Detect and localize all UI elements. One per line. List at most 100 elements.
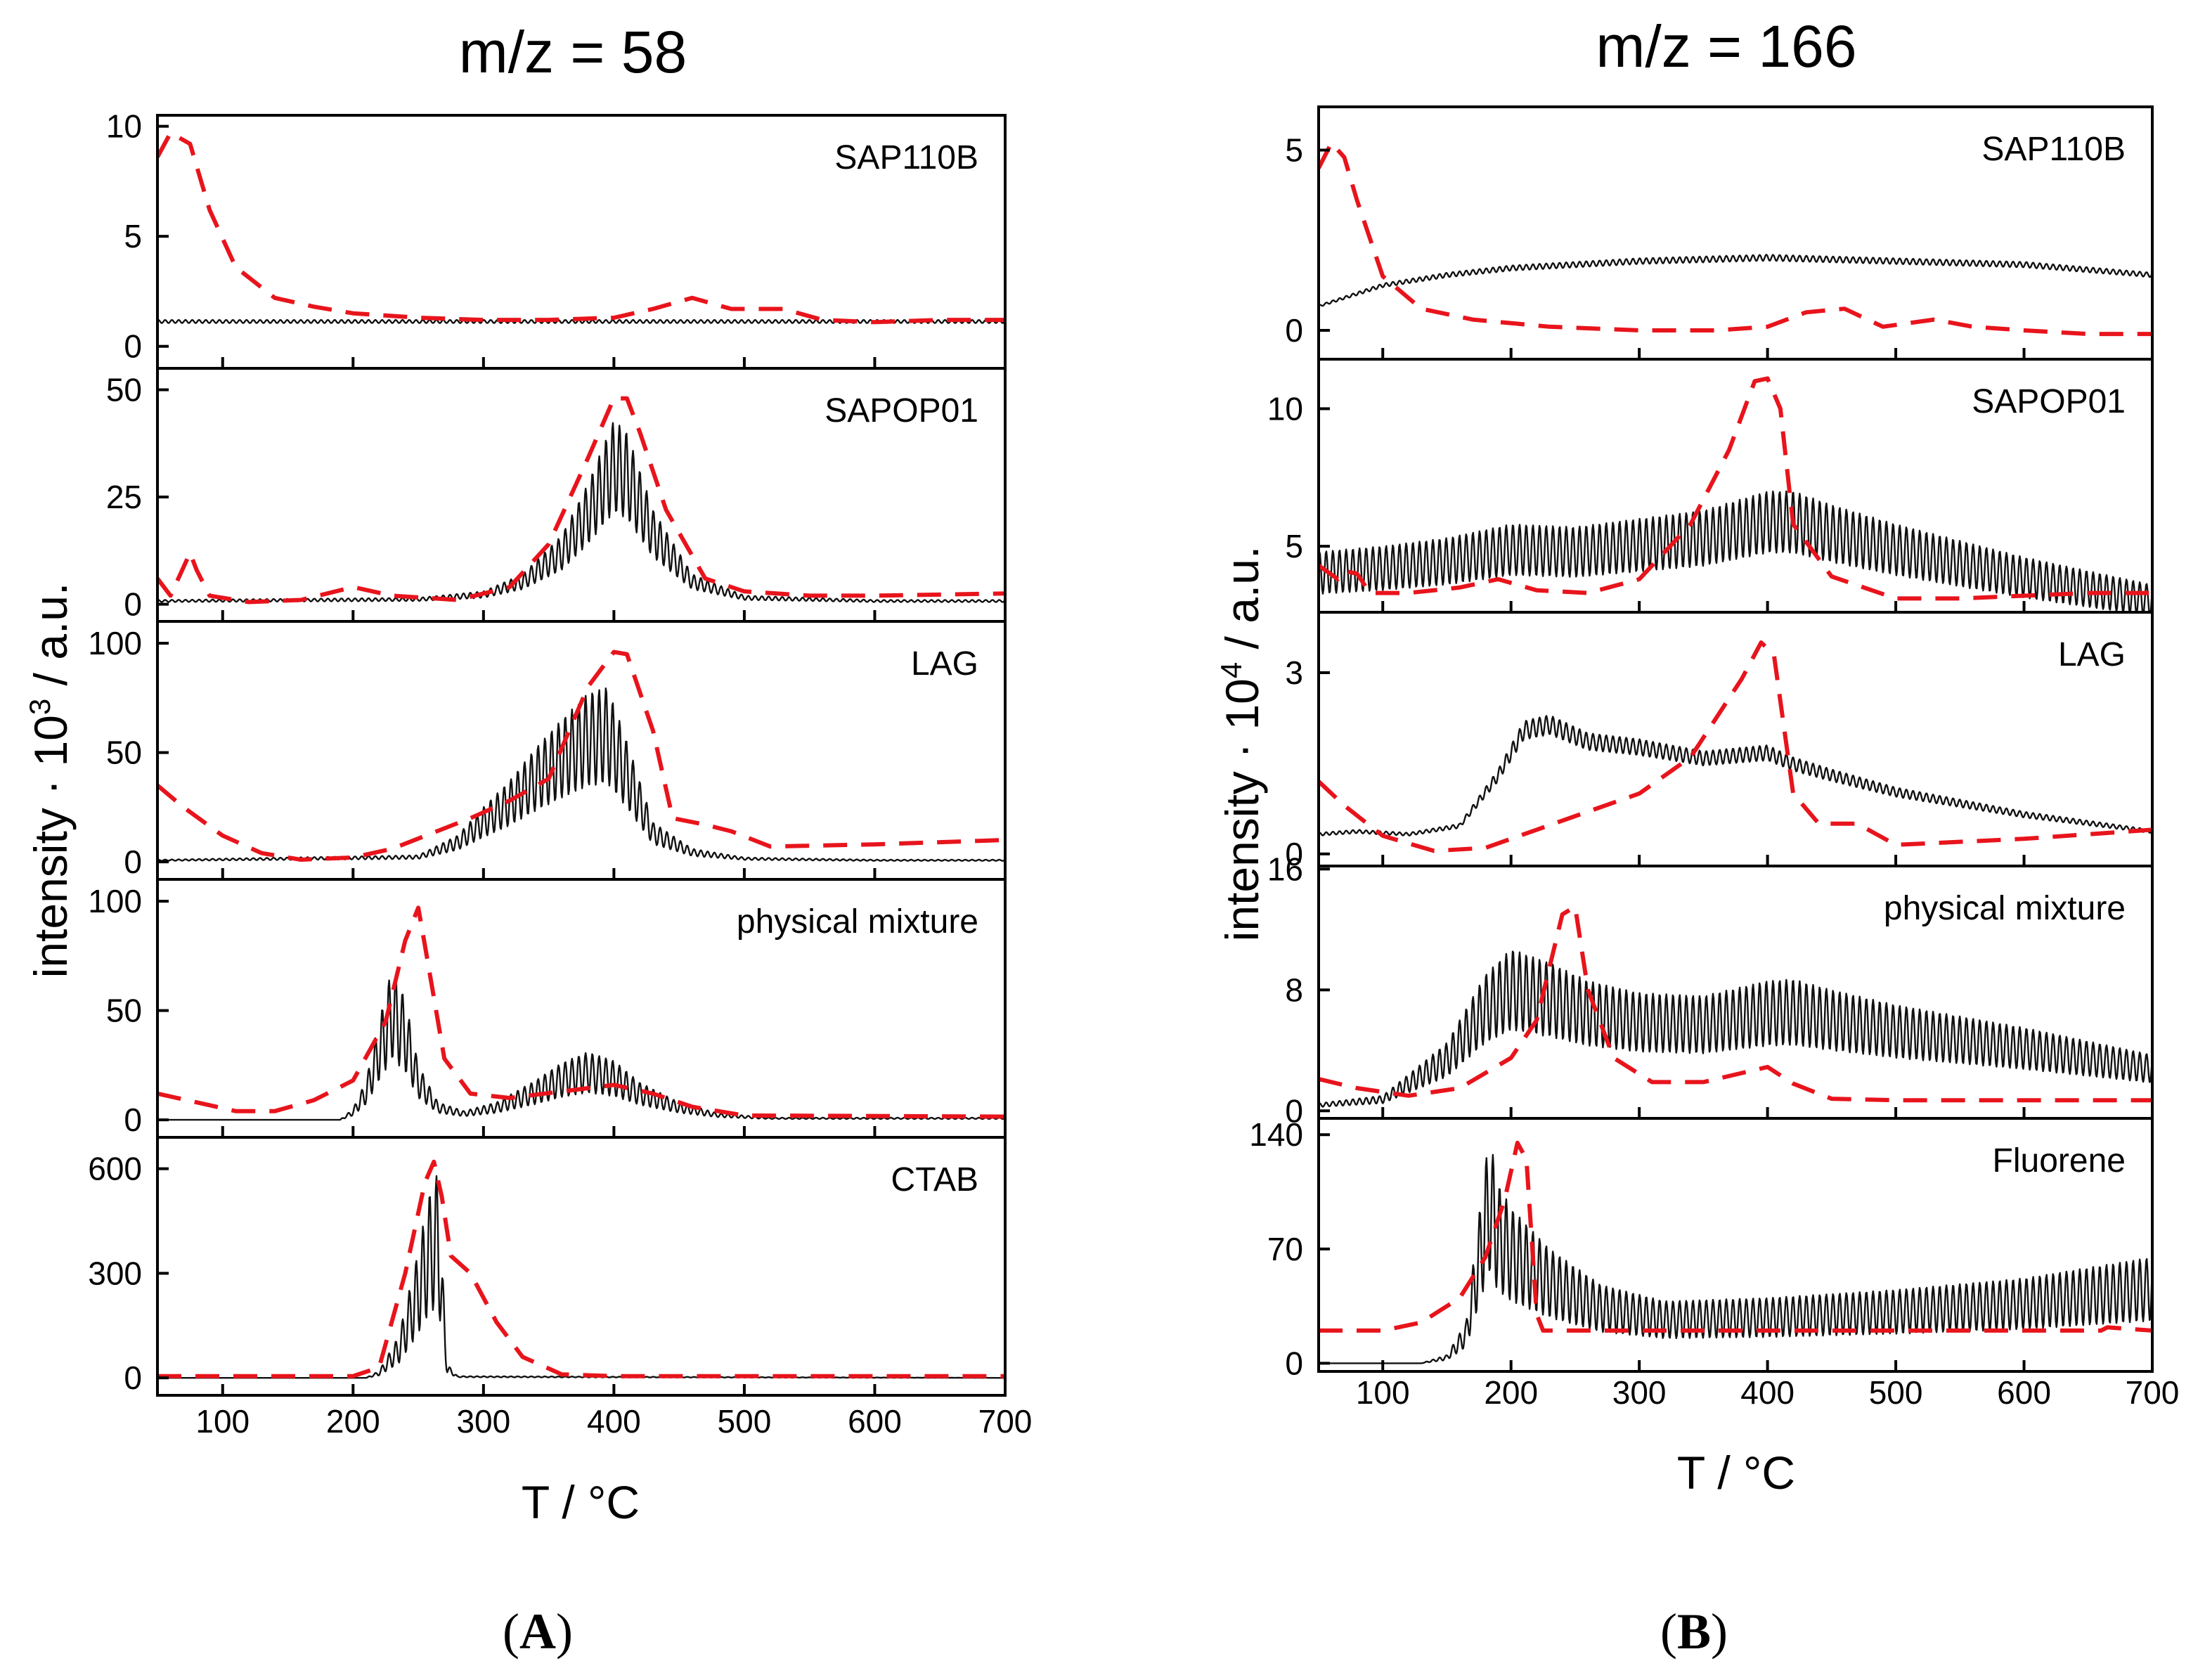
panel-b-xtick-label-1: 200 — [1484, 1374, 1538, 1411]
panel-b-subplot-0-ytick-label-1: 5 — [1285, 132, 1303, 169]
panel-a-subplot-3-label: physical mixture — [737, 903, 978, 941]
panel-b-subplot-2-frame — [1317, 611, 2154, 867]
panel-b-subplot-2-ytick-label-1: 3 — [1285, 654, 1303, 691]
panel-a-subplot-0: 0 5 10 SAP110B — [106, 108, 1007, 370]
panel-b-subplot-4-reference-line — [1319, 1140, 2152, 1333]
panel-a-subplot-1-ms-line — [157, 422, 1005, 603]
panel-a-subplot-4-ytick-label-2: 600 — [88, 1151, 142, 1187]
panel-a-subplot-4-frame — [156, 1136, 1007, 1397]
panel-a-caption: (A) — [503, 1603, 573, 1660]
panel-b-subplot-0: 0 5 SAP110B — [1285, 105, 2154, 361]
panel-b-subplot-1-ytick-label-1: 10 — [1267, 390, 1303, 427]
panel-a-subplot-3-ytick-label-2: 100 — [88, 883, 142, 919]
panel-b-subplot-2-ytick-label-0: 0 — [1285, 836, 1303, 872]
panel-a-subplot-1-ytick-label-0: 0 — [124, 586, 142, 623]
panel-a-subplot-0-ytick-label-2: 10 — [106, 108, 142, 145]
panel-a-xtick-label-0: 100 — [195, 1403, 250, 1440]
panel-a-subplot-0-ytick-label-0: 0 — [124, 328, 142, 365]
panel-a-subplot-4-ms-line — [157, 1175, 1005, 1379]
panel-b-ylabel-suffix: / a.u. — [1216, 546, 1268, 662]
panel-a-subplot-3: 0 50 100 physical mixture — [88, 878, 1007, 1139]
panel-b-subplot-2-ms-line — [1319, 715, 2152, 836]
panel-a-subplot-3-ytick-label-1: 50 — [106, 993, 142, 1029]
panel-a-subplot-2-ytick-label-2: 100 — [88, 625, 142, 661]
panel-b-subplot-3-reference-line — [1319, 905, 2152, 1103]
panel-b-ylabel-prefix: intensity · 10 — [1216, 678, 1268, 941]
panel-b-subplot-3: 0 8 16 physical mixture — [1267, 851, 2154, 1129]
panel-b-subplot-2: 0 3 LAG — [1285, 611, 2154, 872]
panel-b-subplot-4-ms-line — [1319, 1154, 2152, 1364]
panel-a-subplot-0-label: SAP110B — [834, 139, 978, 176]
panel-a-subplot-2-ytick-label-0: 0 — [124, 844, 142, 880]
panel-b-subplot-1: 5 10 SAPOP01 — [1267, 358, 2154, 614]
panel-b-subplot-4-frame — [1317, 1117, 2154, 1373]
panel-a-caption-open: ( — [503, 1603, 519, 1660]
panel-b-subplot-1-label: SAPOP01 — [1972, 383, 2126, 420]
panel-b-caption-close: ) — [1711, 1603, 1728, 1660]
plot-area: 0510SAP110B02550SAPOP01050100LAG050100ph… — [88, 105, 2180, 1440]
panel-b-caption: (B) — [1660, 1603, 1728, 1660]
panel-b-subplot-4-ytick-label-1: 70 — [1267, 1231, 1303, 1267]
panel-b-xtick-label-3: 400 — [1740, 1374, 1795, 1411]
panel-b-title: m/z = 166 — [1596, 13, 1856, 79]
panel-b-subplot-3-ytick-label-1: 8 — [1285, 971, 1303, 1008]
panel-b-subplot-1-reference-line — [1319, 376, 2152, 601]
panel-a-subplot-2-ms-line — [157, 687, 1005, 862]
panel-a-subplot-4-ytick-label-1: 300 — [88, 1255, 142, 1291]
panel-b-subplot-2-label: LAG — [2058, 636, 2126, 673]
panel-a-subplot-4-label: CTAB — [891, 1161, 978, 1198]
panel-a-subplot-1-label: SAPOP01 — [825, 392, 978, 429]
panel-a-subplot-0-ytick-label-1: 5 — [124, 218, 142, 254]
panel-a-xlabel: T / °C — [522, 1476, 640, 1528]
panel-a-xtick-label-6: 700 — [978, 1403, 1033, 1440]
panel-a-xtick-label-1: 200 — [326, 1403, 380, 1440]
panel-a-subplot-2: 0 50 100 LAG — [88, 620, 1007, 881]
panel-b-subplot-3-ytick-label-2: 16 — [1267, 851, 1303, 887]
panel-a-subplot-1-ytick-label-1: 25 — [106, 479, 142, 515]
panel-b-caption-open: ( — [1660, 1603, 1677, 1660]
panel-b-subplot-4-ytick-label-2: 140 — [1249, 1116, 1303, 1153]
panel-a-caption-letter: A — [519, 1603, 556, 1660]
panel-b-subplot-0-ms-line — [1319, 254, 2152, 307]
panel-b-xtick-label-4: 500 — [1869, 1374, 1923, 1411]
panel-a-subplot-3-reference-line — [157, 905, 1005, 1119]
panel-b-xtick-label-0: 100 — [1356, 1374, 1410, 1411]
panel-b-subplot-3-ytick-label-0: 0 — [1285, 1092, 1303, 1129]
panel-a-ylabel-exponent: 3 — [23, 699, 56, 715]
panel-a-xtick-label-2: 300 — [456, 1403, 510, 1440]
panel-a-caption-close: ) — [556, 1603, 573, 1660]
panel-b-subplot-2-reference-line — [1319, 640, 2152, 853]
panel-a-subplot-2-label: LAG — [911, 645, 978, 683]
panel-b-subplot-3-ms-line — [1319, 950, 2152, 1108]
panel-b-subplot-4-ytick-label-0: 0 — [1285, 1345, 1303, 1381]
panel-b-xlabel: T / °C — [1677, 1447, 1795, 1499]
panel-b-subplot-1-ytick-label-0: 5 — [1285, 528, 1303, 564]
panel-b-subplot-0-ytick-label-0: 0 — [1285, 312, 1303, 349]
panel-a-xtick-label-4: 500 — [718, 1403, 772, 1440]
panel-a-xtick-label-3: 400 — [587, 1403, 641, 1440]
panel-a-subplot-1: 0 25 50 SAPOP01 — [106, 367, 1007, 623]
panel-b-ylabel-exponent: 4 — [1215, 662, 1248, 678]
panel-a-subplot-4-ytick-label-0: 0 — [124, 1359, 142, 1396]
panel-a-subplot-2-ytick-label-1: 50 — [106, 735, 142, 771]
panel-b-xtick-label-5: 600 — [1997, 1374, 2051, 1411]
panel-b-subplot-4-label: Fluorene — [1993, 1142, 2126, 1180]
panel-b-xtick-label-6: 700 — [2126, 1374, 2180, 1411]
panel-a-subplot-2-reference-line — [157, 650, 1005, 862]
panel-a-ylabel-prefix: intensity · 10 — [25, 715, 77, 978]
panel-b-subplot-4: 0 70 140 Fluorene — [1249, 1116, 2154, 1381]
panel-a-subplot-3-ms-line — [157, 974, 1005, 1121]
panel-b-subplot-3-label: physical mixture — [1884, 890, 2126, 927]
panel-b-caption-letter: B — [1677, 1603, 1711, 1660]
panel-a-subplot-3-ytick-label-0: 0 — [124, 1101, 142, 1138]
panel-b-xtick-label-2: 300 — [1612, 1374, 1667, 1411]
panel-a-xtick-label-5: 600 — [848, 1403, 902, 1440]
panel-b-subplot-0-reference-line — [1319, 141, 2152, 337]
panel-a-subplot-4-reference-line — [157, 1159, 1005, 1378]
panel-a-subplot-0-ms-line — [157, 318, 1005, 324]
panel-a-ylabel: intensity · 103 / a.u. — [23, 583, 77, 978]
panel-a-subplot-1-ytick-label-2: 50 — [106, 372, 142, 408]
panel-a-title: m/z = 58 — [459, 19, 687, 85]
panel-a-subplot-0-reference-line — [157, 131, 1005, 325]
